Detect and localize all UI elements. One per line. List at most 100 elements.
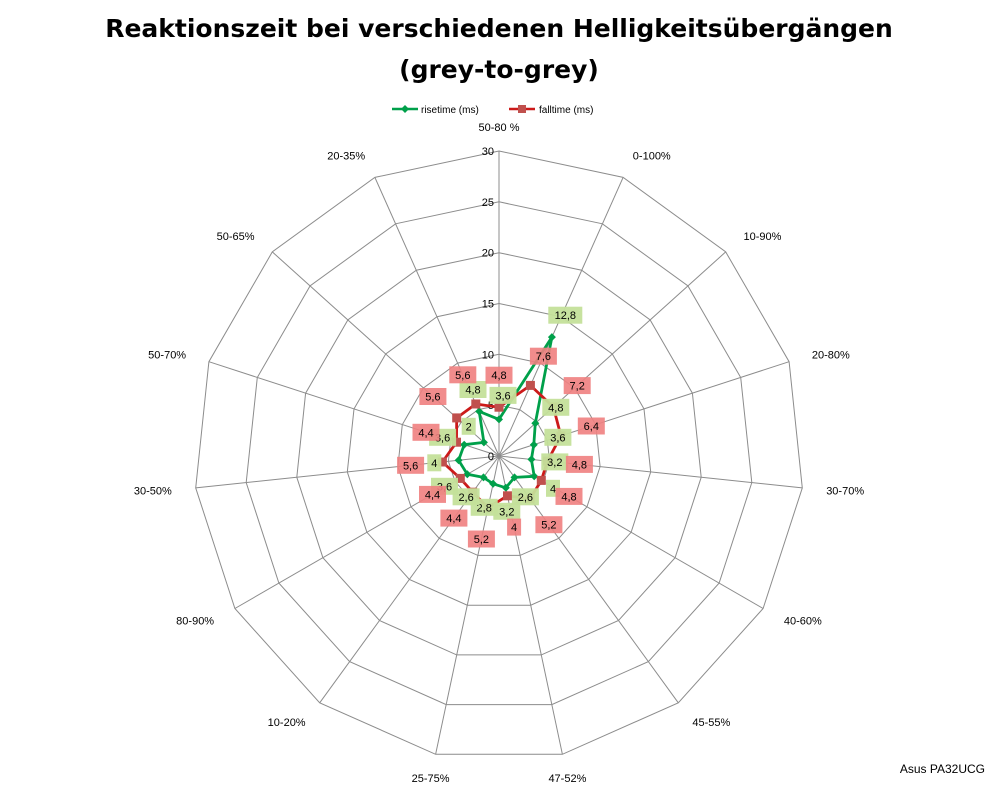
- category-label: 45-55%: [692, 717, 730, 729]
- chart-title-line-2: (grey-to-grey): [399, 55, 599, 84]
- legend-label-falltime: falltime (ms): [539, 105, 593, 116]
- data-labels: 3,612,84,83,63,242,63,22,82,63,643,624,8…: [397, 306, 605, 548]
- data-label: 3,6: [489, 386, 517, 404]
- data-point: [479, 438, 488, 447]
- svg-text:7,6: 7,6: [536, 351, 551, 363]
- category-label: 25-75%: [412, 773, 450, 785]
- svg-text:4: 4: [511, 522, 517, 534]
- grid-ring: [195, 150, 803, 755]
- svg-text:6,4: 6,4: [584, 421, 599, 433]
- grid-ring: [245, 201, 753, 706]
- series-line: [440, 383, 563, 510]
- category-label: 50-65%: [217, 231, 255, 243]
- data-point: [454, 456, 463, 465]
- data-point: [530, 472, 539, 481]
- chart-title-line-1: Reaktionszeit bei verschiedenen Helligke…: [105, 14, 893, 43]
- data-label: 4,4: [412, 423, 440, 441]
- svg-text:5,2: 5,2: [474, 534, 489, 546]
- svg-text:3,2: 3,2: [499, 506, 514, 518]
- svg-text:4,8: 4,8: [465, 385, 480, 397]
- data-label: 5,6: [397, 456, 425, 474]
- data-point: [503, 491, 512, 501]
- data-label: 3,6: [544, 428, 572, 446]
- data-label: 4,8: [459, 381, 487, 398]
- radial-tick-label: 0: [488, 451, 494, 463]
- legend: risetime (ms) falltime (ms): [392, 105, 593, 116]
- data-label: 4,4: [440, 509, 468, 527]
- radial-tick-label: 25: [482, 197, 494, 209]
- svg-text:4,8: 4,8: [548, 402, 563, 414]
- data-point: [489, 479, 498, 488]
- data-label: 7,6: [529, 347, 557, 365]
- data-label: 2: [461, 417, 476, 435]
- category-label: 30-70%: [826, 485, 864, 497]
- svg-text:5,2: 5,2: [541, 520, 556, 532]
- grid-spoke: [271, 251, 500, 457]
- data-point: [547, 333, 556, 342]
- legend-entry-falltime: falltime (ms): [509, 105, 593, 116]
- data-label: 2,6: [511, 488, 539, 506]
- category-label: 20-80%: [812, 349, 850, 361]
- data-point: [471, 399, 481, 409]
- svg-text:2,6: 2,6: [518, 492, 533, 504]
- legend-label-risetime: risetime (ms): [421, 105, 479, 116]
- svg-text:4,8: 4,8: [491, 370, 506, 382]
- svg-text:3,2: 3,2: [547, 457, 562, 469]
- radial-tick-label: 30: [482, 146, 494, 158]
- category-label: 80-90%: [176, 616, 214, 628]
- data-series: [437, 333, 566, 513]
- data-label: 4,8: [555, 487, 583, 505]
- data-point: [452, 437, 461, 447]
- data-label: 2,6: [452, 488, 480, 506]
- data-point: [463, 470, 472, 479]
- svg-text:4,4: 4,4: [425, 489, 440, 501]
- svg-text:4,8: 4,8: [572, 459, 587, 471]
- svg-text:4,8: 4,8: [561, 491, 576, 503]
- grid-ring: [397, 353, 601, 556]
- svg-text:2,8: 2,8: [477, 502, 492, 514]
- series-line: [457, 335, 554, 490]
- data-label: 3,2: [541, 453, 569, 471]
- data-point: [479, 473, 488, 482]
- data-point: [527, 455, 536, 464]
- category-label: 0-100%: [633, 150, 671, 162]
- data-point: [531, 419, 540, 428]
- category-label: 50-80 %: [479, 122, 520, 134]
- svg-text:5,6: 5,6: [425, 392, 440, 404]
- category-label: 50-70%: [148, 349, 186, 361]
- svg-text:12,8: 12,8: [555, 310, 576, 322]
- data-label: 3,2: [493, 502, 521, 520]
- category-label: 10-20%: [268, 717, 306, 729]
- data-point: [501, 483, 510, 492]
- category-label: 47-52%: [548, 773, 586, 785]
- data-point: [529, 440, 538, 449]
- data-point: [510, 473, 519, 482]
- data-label: 4: [507, 518, 522, 536]
- data-label: 4: [427, 454, 442, 472]
- grid-ring: [296, 252, 702, 656]
- category-labels: 50-80 % 0-100% 10-90% 20-80% 30-70% 40-60% 45-…: [134, 122, 864, 785]
- data-label: 4,8: [542, 398, 570, 416]
- svg-text:3,6: 3,6: [550, 432, 565, 444]
- svg-text:2,6: 2,6: [458, 492, 473, 504]
- data-point: [536, 475, 546, 485]
- legend-entry-risetime: risetime (ms): [392, 105, 479, 116]
- svg-text:2: 2: [466, 421, 472, 433]
- svg-text:4: 4: [550, 483, 556, 495]
- data-label: 5,6: [419, 388, 447, 405]
- data-label: 4,4: [419, 485, 446, 503]
- data-label: 4,8: [485, 366, 513, 384]
- radial-tick-label: 10: [482, 349, 494, 361]
- data-label: 5,2: [535, 516, 563, 534]
- data-label: 5,2: [467, 530, 495, 548]
- svg-text:4,4: 4,4: [446, 513, 461, 525]
- radial-tick-label: 15: [482, 299, 494, 311]
- radial-tick-label: 20: [482, 248, 494, 260]
- svg-text:5,6: 5,6: [403, 460, 418, 472]
- data-point: [452, 413, 462, 423]
- svg-text:4,4: 4,4: [418, 427, 433, 439]
- category-label: 40-60%: [784, 616, 822, 628]
- svg-text:4: 4: [431, 458, 437, 470]
